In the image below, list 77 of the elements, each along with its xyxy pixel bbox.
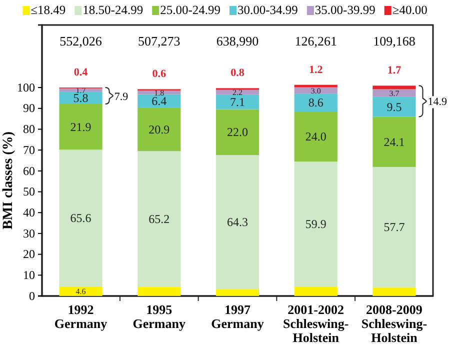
x-tick-label: 1992 Germany bbox=[54, 302, 108, 331]
data-label: 1.7 bbox=[387, 64, 402, 77]
data-label: 2.2 bbox=[232, 88, 242, 98]
y-tick-label: 90 bbox=[23, 101, 35, 116]
data-label: 1.7 bbox=[76, 86, 86, 96]
data-label: 0.6 bbox=[152, 68, 167, 80]
data-label: 0.4 bbox=[74, 66, 88, 79]
bar bbox=[372, 287, 416, 296]
bar bbox=[216, 109, 260, 156]
bar bbox=[216, 94, 260, 110]
x-tick-label: 1997 Germany bbox=[211, 302, 264, 331]
legend-label: 18.50-24.99 bbox=[82, 3, 144, 17]
y-tick-label: 50 bbox=[23, 184, 35, 199]
bar bbox=[138, 108, 181, 152]
annotation: 14.9 bbox=[428, 96, 448, 108]
annotation: 638,990 bbox=[216, 34, 259, 49]
y-tick-label: 80 bbox=[23, 122, 35, 136]
data-label: 0.8 bbox=[230, 67, 245, 80]
legend-label: 35.00-39.99 bbox=[314, 3, 376, 17]
annotation: 507,273 bbox=[138, 34, 180, 49]
legend-label: ≤18.49 bbox=[30, 3, 66, 17]
bar bbox=[372, 89, 416, 97]
y-axis-title: BMI classes (%) bbox=[1, 131, 16, 230]
data-label: 59.9 bbox=[305, 216, 326, 231]
y-tick-label: 60 bbox=[23, 164, 35, 178]
data-label: 65.6 bbox=[70, 211, 92, 226]
bar bbox=[216, 289, 260, 296]
y-tick-label: 30 bbox=[23, 226, 35, 240]
data-label: 8.6 bbox=[308, 96, 324, 110]
data-label: 24.1 bbox=[384, 134, 405, 149]
data-label: 22.0 bbox=[227, 125, 248, 140]
bar bbox=[59, 150, 102, 286]
annotation: 552,026 bbox=[60, 34, 102, 49]
data-label: 20.9 bbox=[148, 122, 170, 136]
bar bbox=[59, 104, 102, 150]
x-tick-label: 2001-2002 Schleswing- Holstein bbox=[282, 302, 349, 345]
y-tick-label: 100 bbox=[17, 80, 35, 94]
annotation: 109,168 bbox=[373, 34, 416, 49]
bar bbox=[59, 286, 102, 296]
bar bbox=[216, 155, 260, 290]
data-label: 64.3 bbox=[227, 215, 248, 230]
bar bbox=[294, 112, 338, 162]
data-label: 1.8 bbox=[154, 88, 164, 98]
bar bbox=[372, 96, 416, 117]
data-label: 57.7 bbox=[384, 220, 405, 234]
data-label: 9.5 bbox=[386, 100, 402, 114]
bar bbox=[294, 286, 338, 296]
bar bbox=[294, 162, 338, 286]
y-tick-label: 40 bbox=[23, 205, 35, 220]
y-tick-label: 0 bbox=[29, 288, 35, 303]
data-label: 3.7 bbox=[389, 89, 400, 98]
y-tick-label: 10 bbox=[23, 268, 35, 282]
legend-label: 25.00-24.99 bbox=[160, 3, 220, 17]
data-label: 4.6 bbox=[76, 287, 86, 296]
data-label: 1.2 bbox=[308, 64, 324, 76]
data-label: 21.9 bbox=[70, 120, 92, 134]
bar bbox=[138, 287, 181, 296]
data-label: 24.0 bbox=[305, 130, 326, 144]
bar bbox=[294, 94, 338, 112]
annotation: 126,261 bbox=[294, 34, 337, 49]
data-label: 3.0 bbox=[310, 86, 321, 96]
x-tick-label: 1995 Germany bbox=[132, 302, 186, 331]
bar bbox=[372, 166, 416, 288]
y-tick-label: 70 bbox=[23, 142, 35, 157]
legend-label: 30.00-34.99 bbox=[238, 3, 298, 17]
legend-label: ≥40.00 bbox=[392, 3, 428, 17]
bar bbox=[138, 94, 181, 108]
bar bbox=[138, 151, 181, 288]
bar bbox=[372, 86, 416, 90]
data-label: 7.1 bbox=[230, 94, 245, 109]
bar bbox=[372, 116, 416, 167]
annotation: 7.9 bbox=[114, 90, 129, 103]
bar bbox=[59, 88, 102, 92]
x-tick-label: 2008-2009 Schleswing- Holstein bbox=[361, 302, 428, 345]
y-tick-label: 20 bbox=[23, 247, 35, 262]
bar bbox=[294, 84, 338, 88]
data-label: 65.2 bbox=[148, 212, 170, 226]
